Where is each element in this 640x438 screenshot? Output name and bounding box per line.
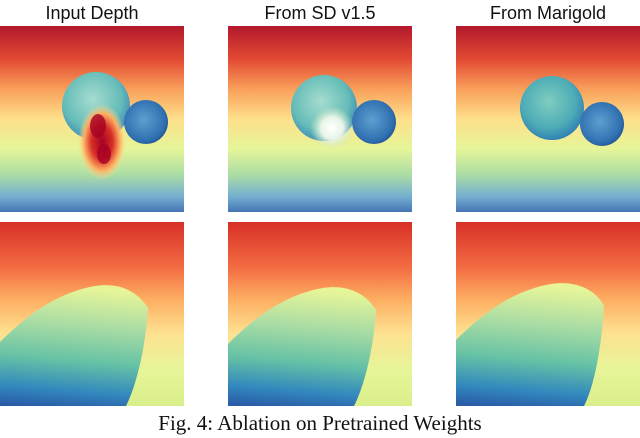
panel-row2-input-depth	[0, 222, 184, 406]
figure-caption: Fig. 4: Ablation on Pretrained Weights	[158, 411, 482, 435]
panel-row1-input-depth	[0, 26, 184, 212]
column-title-input-depth: Input Depth	[45, 3, 139, 23]
panel-row1-from-marigold	[456, 26, 640, 212]
panel-row2-from-marigold	[456, 222, 640, 406]
column-title-from-marigold: From Marigold	[489, 3, 607, 23]
panel-row1-from-sd	[228, 26, 412, 212]
panel-row2-from-sd	[228, 222, 412, 406]
column-title-from-sd: From SD v1.5	[264, 3, 376, 23]
